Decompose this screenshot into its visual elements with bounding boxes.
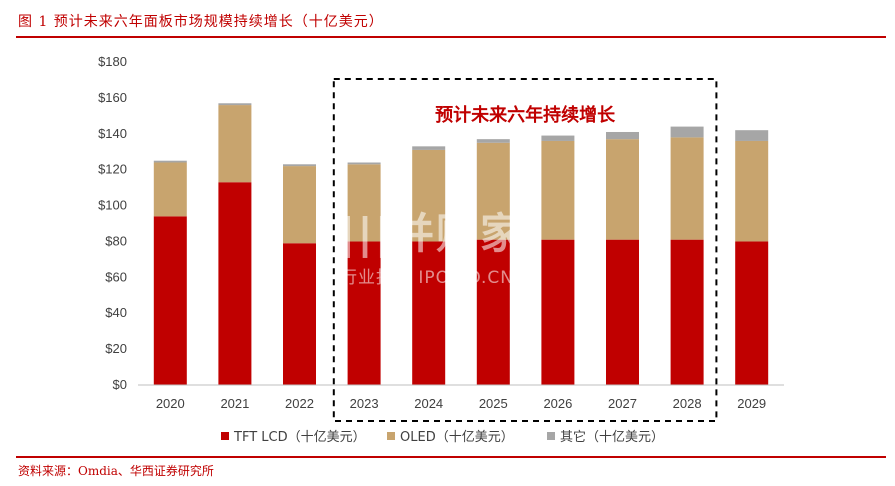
x-tick-label: 2027 [608,396,637,411]
bottom-rule [16,456,886,458]
bar-tft [347,241,381,385]
bar-oled [670,137,704,240]
bar-oled [283,166,316,244]
bar-oled [476,142,510,240]
legend-swatch [387,432,395,440]
x-tick-label: 2025 [479,396,508,411]
bar-other [670,126,704,138]
bar-tft [476,239,510,385]
bar-tft [153,216,187,385]
top-rule [16,36,886,38]
bar-tft [735,241,769,385]
bar-other [476,139,510,143]
bar-other [412,146,446,150]
annotation-box [332,78,718,422]
bar-other [347,162,381,165]
y-tick-label: $60 [105,269,127,284]
bar-tft [218,182,252,385]
bar-other [218,103,252,106]
bar-tft [412,241,446,385]
legend-label: 其它（十亿美元） [560,429,664,445]
y-tick-label: $120 [98,162,127,177]
bar-tft [606,239,639,385]
y-tick-label: $80 [105,233,127,248]
annotation-text: 预计未来六年持续增长 [435,104,616,126]
y-tick-label: $0 [113,377,127,392]
bar-other [541,135,575,141]
y-tick-label: $180 [98,54,127,69]
source-note: 资料来源：Omdia、华西证券研究所 [18,464,214,478]
legend-label: OLED（十亿美元） [400,430,514,445]
x-tick-label: 2028 [673,396,702,411]
bar-tft [283,243,316,385]
x-tick-label: 2021 [220,396,249,411]
bar-oled [541,140,575,240]
legend-swatch [547,432,555,440]
y-tick-label: $160 [98,90,127,105]
bar-oled [218,105,252,183]
x-tick-label: 2022 [285,396,314,411]
y-tick-label: $140 [98,126,127,141]
bar-other [153,160,187,163]
bar-oled [606,139,639,240]
figure-title: 图 1 预计未来六年面板市场规模持续增长（十亿美元） [18,14,384,30]
legend-swatch [221,432,229,440]
bar-tft [541,239,575,385]
bar-other [735,130,769,141]
bar-oled [347,164,381,242]
bar-oled [153,162,187,217]
x-tick-label: 2020 [156,396,185,411]
y-tick-label: $40 [105,305,127,320]
x-tick-label: 2029 [737,396,766,411]
bar-other [283,164,316,167]
x-tick-label: 2023 [350,396,379,411]
bar-oled [412,149,446,242]
bar-oled [735,140,769,242]
x-tick-label: 2026 [543,396,572,411]
bar-tft [670,239,704,385]
legend-label: TFT LCD（十亿美元） [233,430,366,445]
x-tick-label: 2024 [414,396,443,411]
y-tick-label: $20 [105,341,127,356]
y-tick-label: $100 [98,198,127,213]
bar-other [606,131,639,140]
